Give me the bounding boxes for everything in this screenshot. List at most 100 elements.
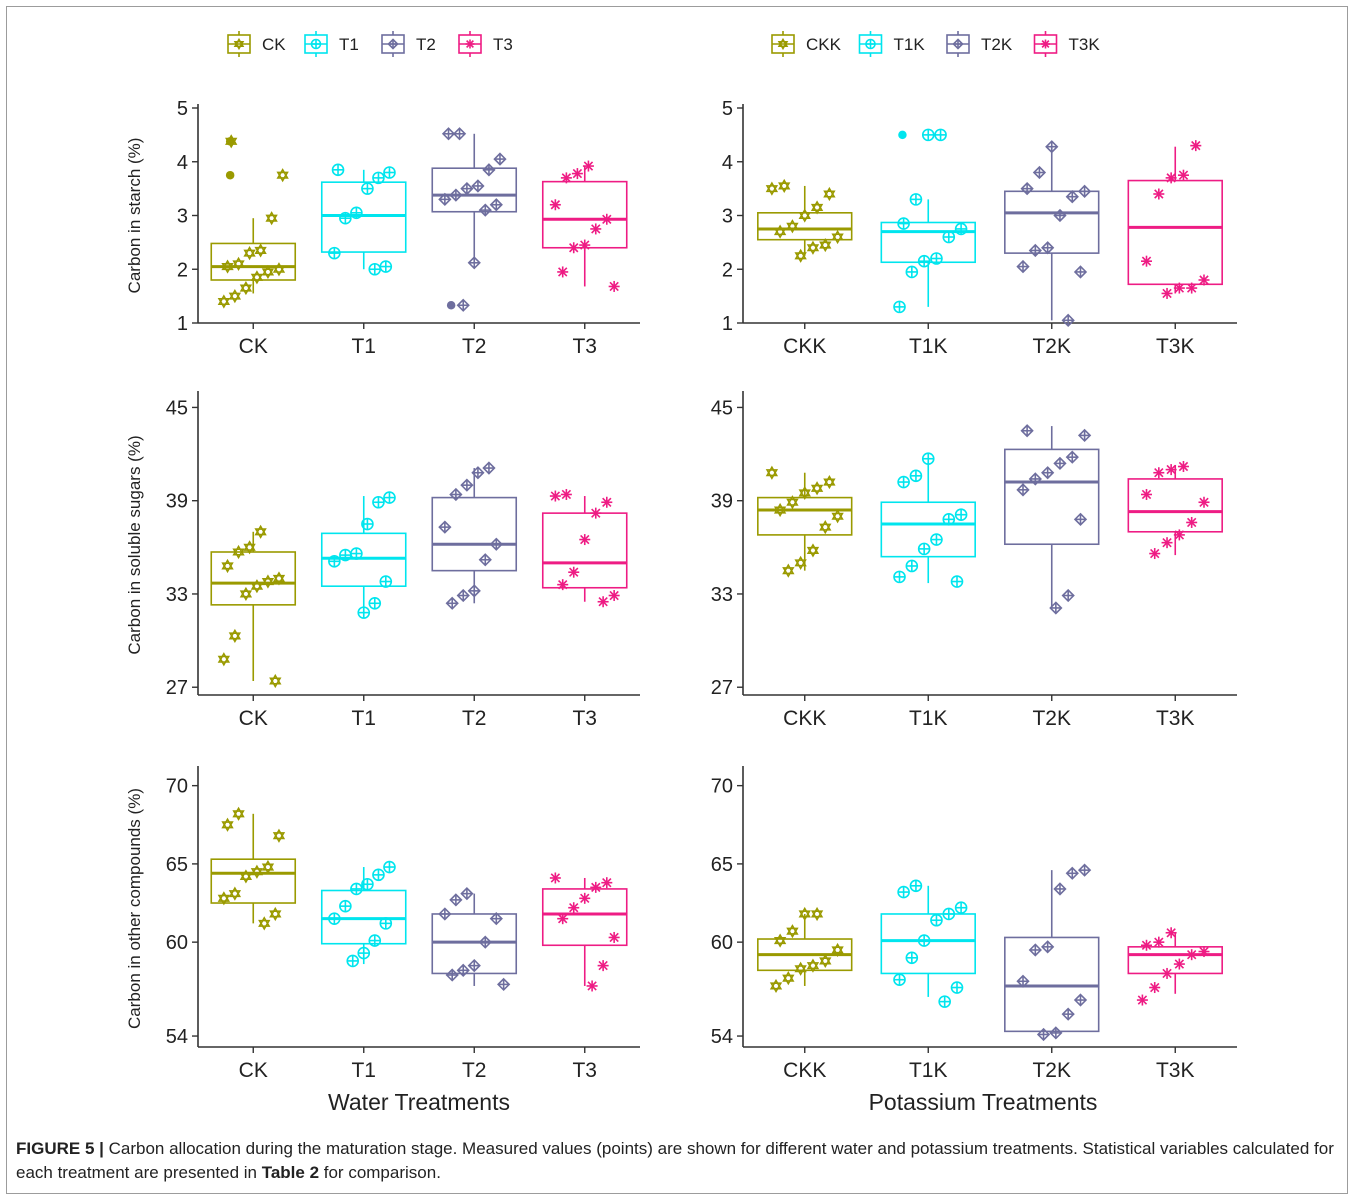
data-point — [909, 469, 923, 483]
data-point — [265, 211, 278, 226]
box-t1k — [880, 879, 976, 1008]
data-point — [905, 559, 919, 573]
data-point — [217, 652, 231, 667]
box-t1 — [320, 491, 407, 619]
data-point — [239, 586, 253, 602]
data-point — [786, 219, 799, 234]
data-point — [1165, 464, 1177, 476]
data-point — [819, 953, 832, 969]
caption-table-ref[interactable]: Table 2 — [261, 1163, 320, 1182]
data-point — [560, 488, 572, 500]
data-point — [221, 558, 234, 574]
box-body — [1127, 946, 1223, 975]
legend-label: T1K — [894, 35, 926, 54]
data-point — [456, 298, 470, 312]
box-t2k — [1004, 863, 1100, 1042]
x-tick-label: T2K — [1032, 707, 1071, 730]
data-point — [1016, 483, 1030, 497]
data-point — [228, 628, 242, 644]
data-point — [950, 981, 964, 994]
data-point — [456, 963, 470, 977]
data-point — [493, 152, 507, 166]
data-point — [489, 198, 503, 212]
data-point — [368, 262, 382, 276]
x-tick-label: T2 — [462, 335, 487, 358]
legend-marker-ck — [233, 37, 245, 51]
data-point — [608, 931, 620, 943]
data-point — [1041, 940, 1055, 954]
data-point — [773, 933, 787, 948]
legend-marker-ckk — [777, 37, 789, 51]
data-point — [1177, 461, 1189, 473]
box-body — [757, 212, 853, 241]
data-point — [778, 178, 791, 194]
data-point — [438, 907, 452, 921]
data-point — [568, 566, 580, 578]
data-point — [823, 474, 836, 490]
data-point — [1077, 863, 1092, 877]
box-body — [431, 167, 518, 213]
box-t2k — [1004, 424, 1100, 615]
box-t1 — [320, 163, 407, 276]
panel-1-1: 1 2 3 4 5 Carbon in starch (%) CK T1 T2 T3 — [125, 98, 640, 358]
data-point — [608, 280, 620, 292]
data-point — [261, 264, 275, 280]
data-point — [1061, 313, 1075, 327]
data-point — [897, 885, 910, 899]
data-point — [930, 913, 943, 927]
data-point — [250, 864, 264, 879]
data-point — [250, 579, 264, 594]
data-point — [350, 547, 363, 560]
legend-label: T3 — [493, 35, 513, 54]
data-point — [471, 466, 485, 480]
data-point — [350, 206, 363, 220]
y-tick-label: 1 — [722, 313, 733, 335]
y-tick-label: 39 — [711, 491, 733, 513]
data-point — [1186, 516, 1198, 528]
box-t3 — [541, 872, 628, 992]
data-point — [383, 491, 396, 504]
data-point — [239, 869, 253, 884]
data-point — [934, 128, 947, 142]
data-point — [1028, 243, 1042, 258]
data-point — [557, 913, 569, 925]
legend-item-t2k: T2K — [946, 31, 1013, 57]
legend-marker-t1k — [865, 38, 876, 50]
data-point — [482, 461, 496, 475]
data-point — [1153, 467, 1165, 479]
data-point — [339, 899, 352, 913]
data-point — [579, 534, 591, 546]
y-tick-label: 3 — [177, 206, 188, 228]
data-point — [1149, 982, 1161, 994]
y-tick-label: 1 — [177, 313, 188, 335]
legend-marker-t1 — [310, 38, 322, 50]
y-tick-label: 60 — [711, 932, 733, 954]
y-tick-label: 4 — [177, 152, 188, 174]
data-point — [823, 186, 836, 202]
data-point — [460, 478, 474, 492]
data-point — [601, 877, 613, 889]
data-point — [452, 127, 467, 141]
y-tick-label: 70 — [166, 776, 188, 798]
data-point — [449, 188, 463, 202]
data-point — [786, 495, 799, 510]
data-point — [438, 192, 452, 207]
data-point — [1149, 548, 1161, 560]
y-tick-label: 54 — [711, 1026, 733, 1048]
y-tick-label: 2 — [722, 259, 733, 281]
legend-item-t3: T3 — [458, 31, 513, 57]
data-point — [893, 973, 906, 987]
caption-text: Carbon allocation during the maturation … — [16, 1139, 1334, 1182]
data-point — [942, 513, 956, 526]
data-point — [261, 859, 275, 875]
data-point — [250, 270, 264, 285]
data-point — [225, 134, 238, 149]
y-axis-title: Carbon in other compounds (%) — [125, 788, 144, 1029]
data-point — [1073, 265, 1088, 279]
legend-label: T3K — [1069, 35, 1101, 54]
data-point — [228, 289, 242, 304]
data-point — [243, 246, 256, 261]
data-point — [579, 239, 591, 251]
x-tick-label: CK — [239, 335, 268, 358]
